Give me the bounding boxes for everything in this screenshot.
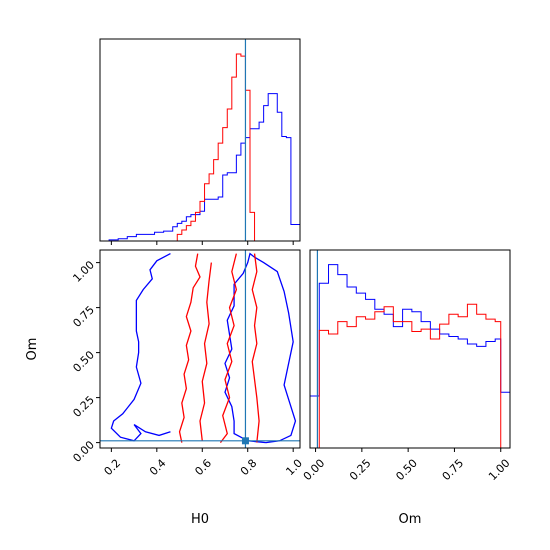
histogram-om-frame — [309, 249, 511, 449]
histogram-h0-frame — [99, 38, 301, 242]
x-tick-label: 0.2 — [102, 457, 124, 479]
x-axis-label-h0: H0 — [191, 512, 209, 527]
y-tick-label: 0.25 — [70, 393, 97, 420]
x-tick-label: 0.6 — [192, 457, 214, 479]
histogram-blue-step — [100, 93, 300, 241]
x-tick-label: 0.75 — [440, 457, 467, 484]
truth-marker — [241, 437, 249, 445]
histogram-h0-panel — [99, 38, 301, 245]
y-tick-label: 0.75 — [70, 303, 97, 330]
x-tick-label: 0.8 — [238, 457, 260, 479]
y-tick-label: 0.00 — [70, 438, 97, 465]
joint-frame — [99, 249, 301, 449]
histogram-red-step — [310, 303, 510, 448]
contour-red-mid-left — [199, 262, 213, 441]
x-tick-label: 1.00 — [486, 457, 513, 484]
histogram-red-step — [100, 53, 300, 241]
x-tick-label: 0.00 — [301, 457, 328, 484]
x-tick-label: 0.50 — [393, 457, 420, 484]
contour-blue-inner — [224, 252, 297, 444]
contour-red-right — [251, 253, 260, 443]
y-tick-label: 0.50 — [70, 348, 97, 375]
x-axis-label-om: Om — [399, 512, 422, 527]
histogram-blue-step — [310, 264, 510, 397]
y-axis-label-om: Om — [25, 338, 40, 361]
contour-red-mid-right — [219, 253, 238, 443]
histogram-om-panel: 0.00 0.25 0.50 0.75 1.00 Om — [301, 249, 513, 527]
x-tick-label: 0.4 — [147, 457, 169, 479]
y-tick-label: 1.00 — [70, 258, 97, 285]
contour-blue-outer — [110, 253, 171, 442]
x-tick-label: 0.25 — [347, 457, 374, 484]
contour-red-left — [178, 253, 201, 443]
